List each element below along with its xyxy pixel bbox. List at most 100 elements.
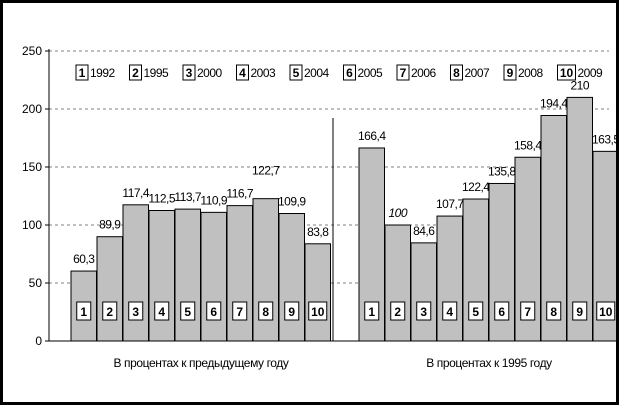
data-label: 84,6: [413, 224, 435, 238]
legend-number: 3: [186, 66, 193, 80]
data-label: 117,4: [122, 186, 149, 200]
bar: [96, 236, 123, 342]
bar-number: 1: [80, 305, 87, 319]
bar: [566, 96, 593, 342]
bar: [174, 208, 201, 342]
bar-number: 7: [524, 305, 531, 319]
bar-number: 8: [262, 305, 269, 319]
bar-number-box: [284, 301, 300, 321]
legend-box: [182, 64, 196, 81]
bar-number: 10: [311, 305, 325, 319]
bar-number-box: [546, 301, 562, 321]
legend-box: [396, 64, 410, 81]
legend-year: 1995: [144, 66, 170, 80]
data-label: 107,7: [436, 197, 464, 211]
data-label: 89,9: [99, 218, 121, 232]
legend-box: [75, 64, 89, 81]
legend-box: [503, 64, 517, 81]
data-label: 100: [388, 206, 407, 220]
data-label: 122,4: [462, 180, 490, 194]
bar-number: 9: [576, 305, 583, 319]
bar-number: 2: [394, 305, 401, 319]
bar-number-box: [520, 301, 536, 321]
legend-box: [343, 64, 356, 81]
bar-number: 5: [184, 305, 191, 319]
legend-number: 8: [453, 66, 460, 80]
x-group-label: В процентах к предыдущему году: [113, 356, 288, 370]
bar: [410, 242, 437, 342]
legend-number: 6: [346, 66, 353, 80]
legend-year: 1992: [90, 66, 116, 80]
legend-number: 9: [507, 66, 514, 80]
legend-number: 5: [293, 66, 300, 80]
bar-number-box: [206, 301, 222, 321]
bar-number: 2: [106, 305, 113, 319]
legend-box: [289, 64, 303, 81]
bar: [148, 210, 175, 342]
data-label: 194,4: [540, 96, 568, 110]
data-label: 122,7: [252, 164, 280, 178]
bar-number-box: [416, 301, 432, 321]
bar-number: 1: [368, 305, 375, 319]
y-tick-label: 50: [29, 276, 43, 290]
legend-year: 2006: [411, 66, 437, 80]
legend-number: 7: [400, 66, 407, 80]
x-group-label: В процентах к 1995 году: [426, 356, 552, 370]
legend-number: 2: [132, 66, 139, 80]
bar-number-box: [364, 301, 380, 321]
bar-number: 4: [158, 305, 165, 319]
bar-number-box: [596, 301, 616, 321]
bar-number-box: [180, 301, 196, 321]
data-label: 166,4: [358, 129, 386, 143]
bar-number-box: [128, 301, 144, 321]
legend-year: 2004: [304, 66, 330, 80]
bar-number: 4: [446, 305, 453, 319]
data-label: 158,4: [514, 138, 542, 152]
data-label: 83,8: [307, 225, 329, 239]
data-label: 110,9: [200, 193, 227, 207]
y-tick-label: 150: [22, 160, 42, 174]
bar: [122, 204, 149, 342]
data-label: 163,5: [592, 132, 616, 146]
legend-box: [129, 64, 142, 81]
bar-number-box: [308, 301, 328, 321]
legend-year: 2007: [465, 66, 491, 80]
y-tick-label: 0: [35, 334, 42, 348]
bar-number: 10: [599, 305, 613, 319]
bar-number-box: [76, 301, 92, 321]
bar-number: 6: [210, 305, 217, 319]
bar-number-box: [102, 301, 118, 321]
bar-number-box: [442, 301, 458, 321]
legend-year: 2000: [197, 66, 223, 80]
bar-number-box: [390, 301, 406, 321]
bar: [226, 205, 253, 342]
bar-number: 9: [288, 305, 295, 319]
y-tick-label: 250: [22, 44, 42, 58]
bar-number: 6: [498, 305, 505, 319]
legend-box: [450, 64, 463, 81]
bar-number: 3: [420, 305, 427, 319]
bar-number-box: [232, 301, 248, 321]
legend-box: [557, 64, 576, 81]
data-label: 210: [570, 78, 589, 92]
legend-year: 2008: [518, 66, 544, 80]
bar-number-box: [154, 301, 170, 321]
legend-year: 2009: [578, 66, 604, 80]
data-label: 113,7: [174, 190, 201, 204]
data-label: 116,7: [226, 187, 253, 201]
bar: [200, 211, 227, 342]
data-label: 112,5: [148, 192, 175, 206]
legend-number: 1: [79, 66, 86, 80]
bar-number: 3: [132, 305, 139, 319]
legend-box: [236, 64, 249, 81]
bar: [304, 243, 331, 342]
bar-number-box: [494, 301, 510, 321]
legend-year: 2003: [251, 66, 277, 80]
data-label: 109,9: [278, 195, 306, 209]
bar: [384, 224, 411, 342]
bar-number-box: [258, 301, 274, 321]
legend-year: 2005: [358, 66, 384, 80]
bar: [436, 215, 463, 342]
y-tick-label: 100: [22, 218, 42, 232]
data-label: 60,3: [73, 252, 95, 266]
